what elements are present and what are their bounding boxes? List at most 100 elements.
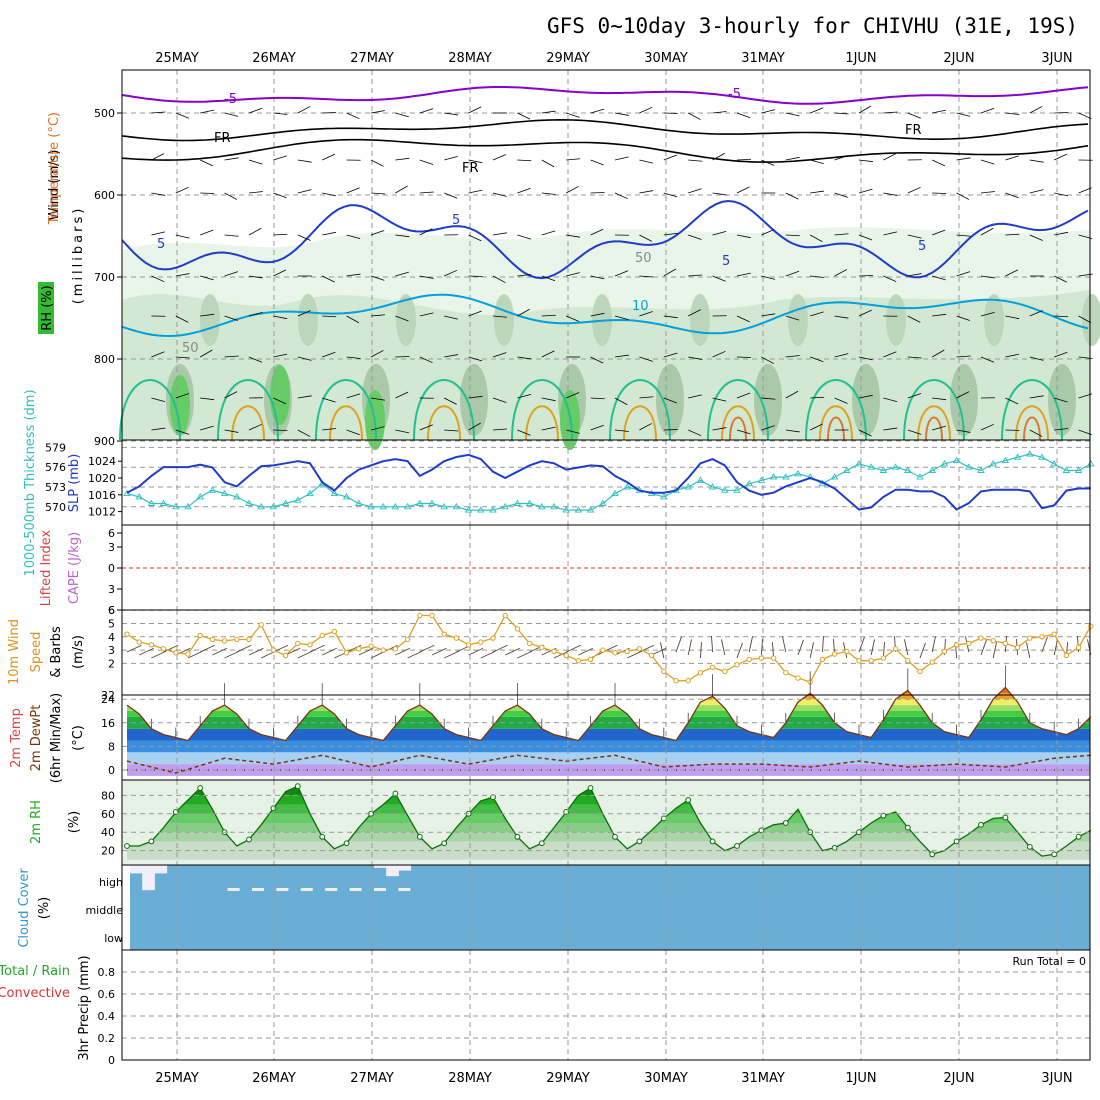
li-tick-label: 3 — [108, 541, 115, 554]
precip-frame — [121, 949, 1091, 1061]
thickness-marker — [916, 473, 924, 480]
wind10-barb — [736, 642, 743, 659]
thickness-marker — [757, 476, 766, 483]
wind-barb — [517, 112, 531, 120]
wind-barb — [614, 315, 629, 321]
thickness-marker — [843, 466, 851, 473]
wind10-barb — [919, 642, 926, 659]
wind-barb — [956, 234, 971, 237]
wind-barb — [492, 397, 507, 403]
wind-barb — [224, 192, 238, 200]
wind-barb — [834, 397, 848, 404]
temp-band — [127, 699, 1090, 706]
slp-tick-label: 1012 — [88, 506, 116, 519]
wind-barb — [761, 159, 775, 166]
wind-barb — [248, 423, 262, 431]
rh-marker — [880, 812, 887, 819]
wind-barb — [858, 188, 873, 194]
wind-barb — [590, 424, 604, 431]
temp-band — [127, 728, 1090, 741]
wind10-marker — [209, 636, 216, 643]
wind10-marker — [441, 631, 447, 637]
wind-barb — [444, 315, 458, 320]
date-label-top: 1JUN — [845, 51, 876, 66]
wind-barb — [541, 314, 556, 317]
cloud-high-bar — [300, 888, 313, 891]
rh-label-2m: 2m RH — [29, 800, 44, 844]
wind10-marker — [331, 628, 338, 635]
wind-barb — [273, 112, 288, 115]
wind-barb — [932, 109, 946, 114]
wind-barb — [370, 230, 385, 236]
wind10-tick-label: 6 — [108, 604, 115, 617]
wind-barb — [663, 192, 678, 198]
wind-barb — [639, 275, 654, 278]
wind-barb — [785, 156, 800, 161]
wind-barb — [761, 356, 774, 364]
temp-label-2: 2m DewPt — [29, 705, 44, 772]
wind-barb — [1005, 233, 1020, 236]
freezing-level-1 — [121, 118, 1089, 142]
wind10-barb — [480, 650, 496, 659]
wind-barb — [810, 234, 823, 243]
wind-barb — [712, 192, 727, 196]
wind-barb — [297, 106, 311, 114]
wind-barb — [688, 356, 703, 360]
rh-yticks: 80 60 40 20 — [101, 789, 115, 857]
wind10-barb — [931, 636, 936, 653]
wind-barb — [956, 355, 971, 358]
thickness-marker — [477, 506, 485, 513]
wind-barb — [834, 233, 849, 236]
cloud-panel: high middle low Cloud Cover (%) — [17, 864, 1091, 951]
thickness-marker — [306, 489, 314, 497]
wind10-barb — [687, 639, 692, 656]
wind-barb — [614, 112, 629, 116]
wind-barb — [517, 274, 532, 277]
wind-barb — [712, 152, 726, 161]
thickness-marker — [403, 502, 412, 510]
cloud-high-bar — [349, 888, 362, 891]
upper-air-yticks: 500 600 700 800 900 — [94, 107, 122, 448]
wind-barb — [1005, 269, 1019, 277]
wind-barb — [688, 309, 701, 317]
date-label-bottom: 25MAY — [155, 1071, 199, 1086]
cloud-unit: (%) — [37, 897, 52, 920]
wind10-barbs — [126, 636, 1092, 659]
wind-barb — [590, 108, 605, 114]
rh-blob — [886, 294, 906, 346]
wind-barb — [1078, 187, 1092, 194]
wind-barb — [200, 313, 215, 317]
wind-barb — [566, 392, 580, 399]
wind-barb — [200, 425, 214, 431]
wind-barb — [517, 429, 531, 436]
wind-barb — [858, 394, 873, 399]
wind-barb — [517, 234, 531, 240]
wind-barb — [273, 155, 287, 161]
wind10-barb — [699, 642, 702, 659]
wind-barb — [907, 112, 921, 119]
contour-label-minus5: -5 — [224, 92, 237, 107]
temp-contour-20 — [819, 405, 853, 441]
wind-barb — [566, 186, 579, 194]
thickness-marker — [123, 489, 131, 497]
wind10-barb — [224, 650, 240, 659]
wind10-marker — [1051, 631, 1057, 637]
wind10-tick-label: 32 — [101, 689, 115, 702]
wind-barb — [858, 105, 872, 114]
wind-barb — [175, 186, 189, 194]
rh-marker — [416, 833, 423, 840]
wind-barb — [858, 309, 872, 317]
wind10-barb — [578, 647, 594, 656]
thickness-marker — [428, 499, 436, 506]
thickness-marker — [574, 506, 583, 513]
wind10-barb — [407, 650, 423, 659]
wind-barb — [517, 308, 530, 317]
wind-barb — [248, 159, 263, 165]
temp-band — [127, 693, 1090, 700]
date-label-bottom: 2JUN — [943, 1071, 974, 1086]
wind-barb — [639, 106, 653, 114]
contour-label-5: 5 — [157, 237, 165, 252]
wind-barb — [883, 351, 897, 358]
thickness-marker — [830, 473, 839, 480]
wind-barb — [785, 192, 799, 200]
